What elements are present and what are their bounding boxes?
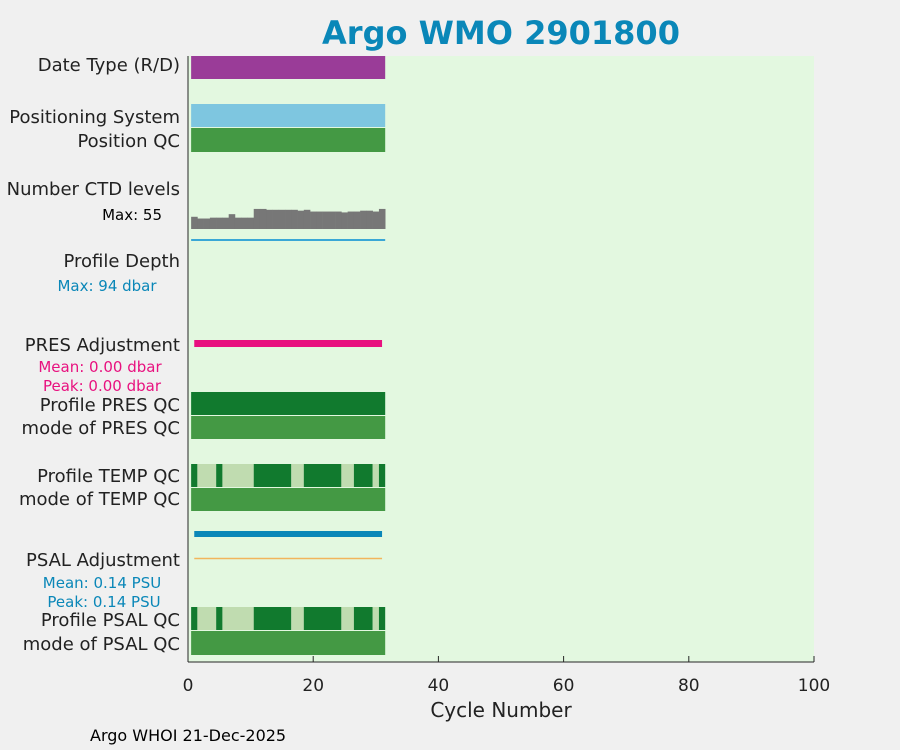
row-label-psal-peak: Peak: 0.14 PSU	[47, 593, 160, 611]
ctd-level-bar	[272, 209, 280, 229]
mode-psal-qc-bar	[191, 631, 386, 655]
ctd-level-bar	[228, 214, 236, 229]
row-label-positioning: Positioning System	[9, 107, 180, 128]
ctd-level-bar	[291, 209, 298, 229]
row-label-date-type: Date Type (R/D)	[38, 55, 180, 76]
ctd-level-bar	[241, 217, 248, 229]
ctd-level-bar	[234, 217, 242, 229]
mode-temp-qc-bar	[191, 488, 386, 511]
row-label-pres-peak: Peak: 0.00 dbar	[43, 377, 162, 395]
row-label-ctd-levels: Number CTD levels	[7, 179, 180, 200]
profile-temp-qc-segment	[378, 464, 386, 487]
positioning-system-bar	[191, 104, 386, 127]
row-label-depth-max: Max: 94 dbar	[57, 277, 157, 295]
row-label-profile-psal-qc: Profile PSAL QC	[41, 610, 180, 631]
row-label-mode-temp-qc: mode of TEMP QC	[19, 489, 180, 510]
profile-psal-qc-segment	[291, 607, 304, 630]
row-label-position-qc: Position QC	[77, 131, 180, 152]
ctd-level-bar	[247, 217, 255, 229]
mode-pres-qc-bar	[191, 416, 386, 439]
ctd-level-bar	[341, 212, 348, 229]
profile-psal-qc-segment	[222, 607, 254, 630]
ctd-level-bar	[316, 211, 323, 229]
profile-psal-qc-segment	[353, 607, 373, 630]
ctd-level-bar	[197, 218, 204, 229]
profile-temp-qc-segment	[253, 464, 292, 487]
profile-psal-qc-segment	[197, 607, 217, 630]
ctd-level-bar	[322, 211, 330, 229]
position-qc-bar	[191, 128, 386, 152]
date-type-bar	[191, 56, 386, 79]
ctd-level-bar	[347, 211, 355, 229]
profile-temp-qc-segment	[341, 464, 354, 487]
x-axis: 0 20 40 60 80 100	[183, 56, 830, 696]
profile-temp-qc-segment	[353, 464, 373, 487]
profile-psal-qc-segment	[372, 607, 379, 630]
ctd-level-bar	[216, 217, 223, 229]
ctd-level-bar	[191, 216, 198, 229]
ctd-level-bar	[303, 209, 311, 229]
x-tick-label: 100	[798, 676, 830, 696]
ctd-level-bar	[278, 209, 286, 229]
profile-psal-qc-segment	[303, 607, 342, 630]
row-label-pres-adj: PRES Adjustment	[25, 335, 180, 356]
ctd-level-bar	[253, 208, 261, 229]
x-tick-label: 80	[678, 676, 700, 696]
row-label-ctd-max: Max: 55	[102, 206, 162, 224]
row-label-psal-mean: Mean: 0.14 PSU	[43, 574, 161, 592]
row-label-profile-pres-qc: Profile PRES QC	[40, 395, 180, 416]
ctd-level-bar	[297, 210, 305, 229]
profile-pres-qc-bar	[191, 392, 386, 415]
ctd-level-bar	[285, 209, 292, 229]
ctd-level-bar	[259, 208, 267, 229]
ctd-level-bar	[266, 209, 273, 229]
row-label-pres-mean: Mean: 0.00 dbar	[38, 358, 162, 376]
chart-marks	[191, 56, 386, 655]
chart-title: Argo WMO 2901800	[322, 14, 680, 52]
x-tick-label: 0	[183, 676, 194, 696]
ctd-level-bar	[353, 211, 361, 229]
x-tick-label: 40	[428, 676, 450, 696]
row-label-mode-pres-qc: mode of PRES QC	[22, 418, 180, 439]
ctd-level-bar	[203, 218, 211, 229]
ctd-level-bar	[378, 208, 386, 229]
profile-psal-qc-segment	[341, 607, 354, 630]
row-label-psal-adj: PSAL Adjustment	[26, 550, 180, 571]
ctd-level-bar	[222, 217, 229, 229]
profile-temp-qc-segment	[197, 464, 217, 487]
profile-psal-qc-segment	[253, 607, 292, 630]
ctd-level-bar	[328, 211, 336, 229]
profile-psal-qc-segment	[378, 607, 386, 630]
profile-temp-qc-segment	[303, 464, 342, 487]
ctd-level-bar	[366, 210, 373, 229]
row-label-profile-temp-qc: Profile TEMP QC	[37, 466, 180, 487]
profile-psal-qc-segment	[216, 607, 223, 630]
x-tick-label: 20	[302, 676, 324, 696]
ctd-level-bar	[209, 217, 217, 229]
profile-temp-qc-segment	[372, 464, 379, 487]
ctd-level-bar	[335, 211, 342, 229]
row-label-mode-psal-qc: mode of PSAL QC	[23, 634, 180, 655]
profile-temp-qc-segment	[222, 464, 254, 487]
profile-temp-qc-segment	[291, 464, 304, 487]
ctd-level-bar	[310, 211, 317, 229]
x-axis-label: Cycle Number	[430, 698, 572, 722]
ctd-level-bar	[372, 211, 380, 229]
row-label-profile-depth: Profile Depth	[63, 251, 180, 272]
ctd-level-bar	[360, 210, 367, 229]
x-tick-label: 60	[553, 676, 575, 696]
row-labels: Date Type (R/D) Positioning System Positio…	[7, 55, 180, 655]
profile-psal-qc-segment	[191, 607, 198, 630]
profile-temp-qc-segment	[216, 464, 223, 487]
plot-area	[188, 56, 814, 662]
footer-credit: Argo WHOI 21-Dec-2025	[90, 726, 287, 745]
profile-temp-qc-segment	[191, 464, 198, 487]
